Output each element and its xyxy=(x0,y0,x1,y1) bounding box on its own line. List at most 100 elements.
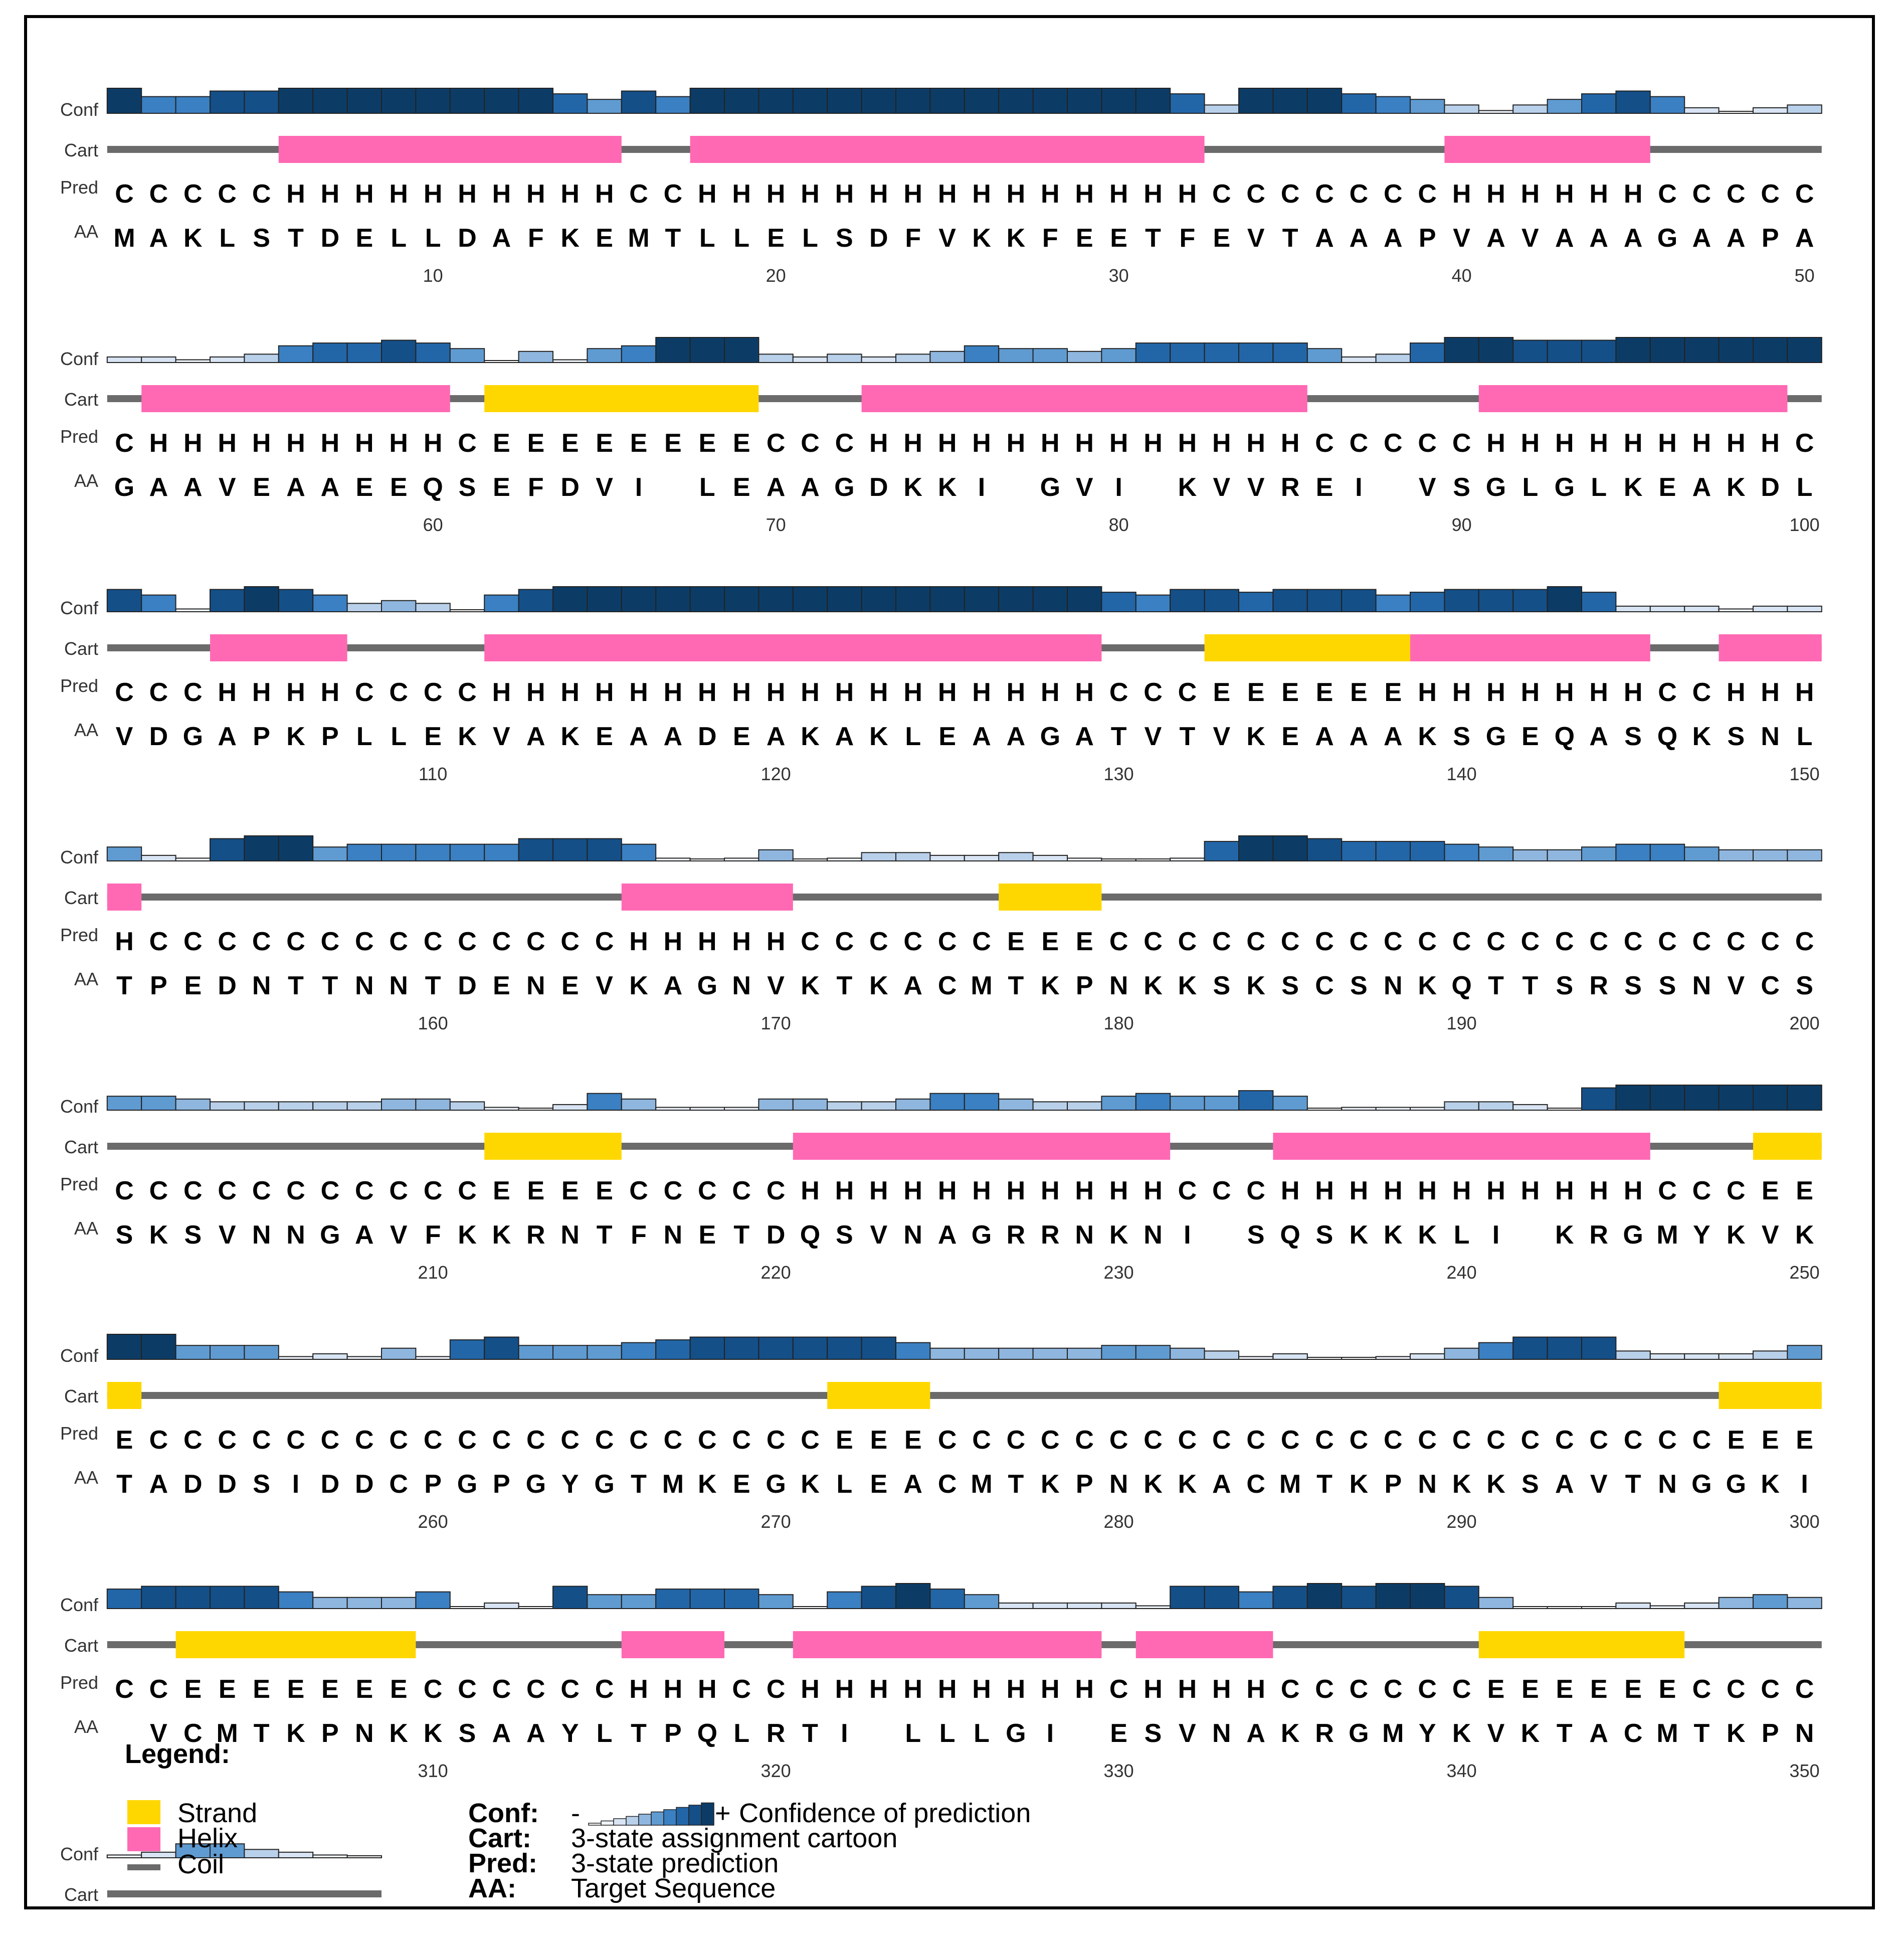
confidence-bar xyxy=(1787,605,1822,613)
prediction-letter: H xyxy=(732,927,751,956)
amino-acid-letter: A xyxy=(1384,224,1403,253)
confidence-bar xyxy=(552,1586,588,1610)
amino-acid-letter: V xyxy=(1213,473,1230,502)
prediction-letter: C xyxy=(458,1426,477,1455)
prediction-letter: H xyxy=(1589,678,1608,707)
amino-acid-letter: N xyxy=(903,1220,922,1250)
amino-acid-letter: C xyxy=(938,971,957,1000)
amino-acid-letter: E xyxy=(561,971,579,1000)
amino-acid-letter: V xyxy=(767,971,785,1000)
confidence-bar xyxy=(1718,1085,1754,1111)
confidence-bar xyxy=(518,88,553,114)
prediction-letter: E xyxy=(1281,678,1299,707)
confidence-bar xyxy=(1615,90,1651,114)
amino-acid-letter: V xyxy=(116,722,133,751)
prediction-letter: C xyxy=(1350,927,1369,956)
amino-acid-letter: I xyxy=(1492,1220,1499,1250)
amino-acid-letter: S xyxy=(836,1220,853,1250)
confidence-bar xyxy=(381,1347,417,1360)
helix-swatch xyxy=(127,1827,160,1851)
confidence-bar xyxy=(1341,1586,1377,1610)
amino-acid-letter: T xyxy=(288,971,304,1000)
confidence-bar xyxy=(1204,841,1240,861)
confidence-bar xyxy=(1753,1594,1788,1609)
prediction-letter: C xyxy=(1281,927,1300,956)
amino-acid-letter: T xyxy=(1694,1719,1710,1748)
amino-acid-letter: A xyxy=(903,1470,922,1499)
confidence-bar xyxy=(415,1356,451,1360)
prediction-letter: E xyxy=(321,1675,339,1704)
confidence-bar xyxy=(210,1345,245,1360)
confidence-bar xyxy=(1787,1597,1822,1610)
confidence-bar xyxy=(929,1347,965,1360)
prediction-letter: H xyxy=(1555,1176,1574,1205)
confidence-bar xyxy=(175,1345,211,1360)
amino-acid-letter: T xyxy=(1282,224,1298,253)
prediction-letter: H xyxy=(1624,429,1643,458)
confidence-bar xyxy=(1238,342,1274,363)
prediction-letter: C xyxy=(115,180,134,209)
confidence-bar xyxy=(278,345,314,364)
prediction-letter: C xyxy=(1350,429,1369,458)
prediction-letter: C xyxy=(1692,1426,1711,1455)
prediction-letter: C xyxy=(458,429,477,458)
confidence-bar xyxy=(415,1591,451,1610)
prediction-letter: C xyxy=(526,927,545,956)
prediction-letter: H xyxy=(1418,678,1437,707)
confidence-bar xyxy=(1306,348,1343,364)
prediction-letter: H xyxy=(1109,180,1128,209)
conf-plus: + xyxy=(715,1798,731,1828)
prediction-letter: H xyxy=(1452,678,1471,707)
prediction-letter: H xyxy=(801,1675,820,1704)
strand-segment xyxy=(1753,1133,1822,1160)
amino-acid-letter: A xyxy=(286,473,305,502)
confidence-bar xyxy=(895,1583,931,1609)
amino-acid-letter: N xyxy=(389,971,408,1000)
prediction-letter: C xyxy=(1452,429,1471,458)
prediction-letter: E xyxy=(1762,1426,1779,1455)
confidence-bar xyxy=(689,858,725,861)
amino-acid-letter: E xyxy=(1076,224,1093,253)
confidence-bar xyxy=(929,1093,965,1111)
confidence-bar xyxy=(964,1093,1000,1111)
pred-description: 3-state prediction xyxy=(571,1848,779,1878)
amino-acid-letter: D xyxy=(560,473,580,502)
prediction-letter: C xyxy=(560,1675,580,1704)
confidence-bar xyxy=(758,354,794,363)
prediction-letter: C xyxy=(1144,1426,1163,1455)
prediction-letter: H xyxy=(1281,1176,1300,1205)
confidence-bar xyxy=(1101,858,1136,861)
confidence-bar xyxy=(449,609,485,612)
amino-acid-letter: K xyxy=(698,1470,717,1499)
confidence-bar xyxy=(929,1589,965,1609)
amino-acid-letter: G xyxy=(1040,722,1060,751)
prediction-letter: E xyxy=(1487,1675,1505,1704)
prediction-letter: C xyxy=(1727,1675,1746,1704)
confidence-bar xyxy=(792,1098,828,1111)
amino-acid-letter: N xyxy=(355,1719,374,1748)
confidence-bar xyxy=(895,586,931,612)
amino-acid-letter: G xyxy=(1486,722,1506,751)
confidence-bar xyxy=(1135,88,1171,114)
amino-acid-letter: K xyxy=(903,473,922,502)
amino-acid-letter: K xyxy=(1109,1220,1128,1250)
amino-acid-letter: G xyxy=(1555,473,1575,502)
amino-acid-letter: T xyxy=(1522,971,1539,1000)
prediction-letter: C xyxy=(1589,927,1608,956)
prediction-letter: C xyxy=(629,180,648,209)
amino-acid-letter: R xyxy=(526,1220,545,1250)
position-number: 320 xyxy=(761,1760,791,1781)
row-label-aa: AA xyxy=(74,1467,98,1488)
prediction-letter: C xyxy=(1384,1675,1403,1704)
prediction-letter: E xyxy=(219,1675,236,1704)
confidence-bar xyxy=(1135,1345,1171,1360)
confidence-bar xyxy=(175,96,211,114)
prediction-letter: C xyxy=(115,678,134,707)
amino-acid-letter: K xyxy=(1178,1470,1197,1499)
prediction-letter: H xyxy=(1418,1176,1437,1205)
confidence-bar xyxy=(1170,1347,1205,1360)
amino-acid-letter: P xyxy=(1762,1719,1779,1748)
confidence-bar xyxy=(210,1586,245,1610)
confidence-bar xyxy=(1753,605,1788,613)
prediction-letter: E xyxy=(1007,927,1025,956)
